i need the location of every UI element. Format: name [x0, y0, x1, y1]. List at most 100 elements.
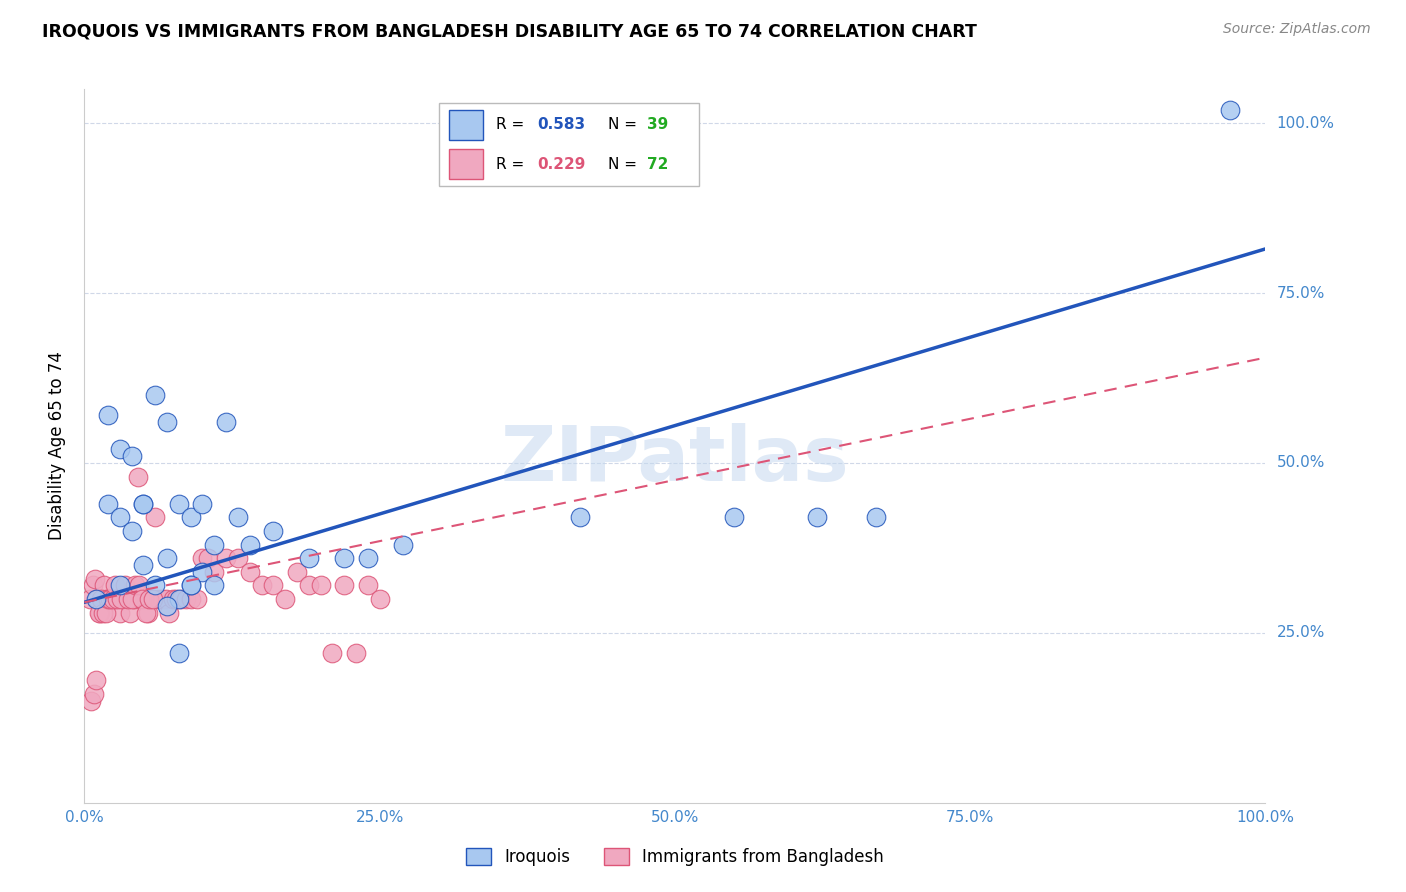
Point: [274, 591, 297, 606]
Point: [191, 551, 214, 566]
Point: [96, 591, 118, 606]
Point: [262, 524, 284, 538]
Point: [180, 510, 202, 524]
Point: [89, 606, 111, 620]
Point: [143, 510, 166, 524]
Point: [167, 646, 190, 660]
Point: [1219, 103, 1241, 117]
Text: 75.0%: 75.0%: [1277, 285, 1324, 301]
Point: [112, 591, 135, 606]
Point: [132, 497, 155, 511]
Point: [344, 646, 367, 660]
Text: 25.0%: 25.0%: [1277, 625, 1324, 640]
Point: [105, 591, 128, 606]
Point: [122, 591, 145, 606]
Point: [108, 442, 131, 457]
Point: [84, 673, 107, 688]
Point: [84, 572, 107, 586]
Point: [865, 510, 887, 524]
Point: [180, 578, 202, 592]
Y-axis label: Disability Age 65 to 74: Disability Age 65 to 74: [48, 351, 66, 541]
Point: [215, 551, 238, 566]
Point: [131, 591, 153, 606]
Point: [202, 578, 225, 592]
Point: [104, 578, 127, 592]
Point: [143, 388, 166, 402]
Point: [120, 606, 142, 620]
Point: [135, 606, 157, 620]
Point: [333, 578, 356, 592]
Point: [166, 591, 188, 606]
Point: [250, 578, 273, 592]
Point: [79, 591, 101, 606]
Point: [202, 537, 225, 551]
Point: [148, 591, 170, 606]
Point: [174, 591, 197, 606]
Point: [239, 537, 262, 551]
Point: [309, 578, 332, 592]
Point: [186, 591, 208, 606]
Point: [157, 606, 180, 620]
Point: [107, 591, 129, 606]
Point: [124, 578, 146, 592]
Point: [368, 591, 391, 606]
Point: [226, 551, 249, 566]
Point: [170, 591, 193, 606]
Text: ZIPatlas: ZIPatlas: [501, 424, 849, 497]
Point: [333, 551, 356, 566]
Point: [86, 591, 108, 606]
Point: [298, 551, 321, 566]
Point: [83, 687, 105, 701]
Text: IROQUOIS VS IMMIGRANTS FROM BANGLADESH DISABILITY AGE 65 TO 74 CORRELATION CHART: IROQUOIS VS IMMIGRANTS FROM BANGLADESH D…: [42, 22, 977, 40]
Point: [114, 578, 136, 592]
Point: [215, 415, 238, 429]
Point: [121, 449, 143, 463]
Point: [239, 565, 262, 579]
Point: [150, 591, 173, 606]
Point: [132, 558, 155, 572]
Point: [127, 469, 149, 483]
Point: [191, 497, 214, 511]
Point: [121, 524, 143, 538]
Point: [121, 591, 143, 606]
Point: [167, 591, 190, 606]
Point: [103, 591, 125, 606]
Point: [98, 591, 121, 606]
Point: [132, 497, 155, 511]
Point: [357, 578, 380, 592]
Point: [569, 510, 592, 524]
Point: [93, 578, 115, 592]
Point: [180, 591, 202, 606]
Point: [101, 591, 124, 606]
Point: [806, 510, 828, 524]
Point: [97, 591, 120, 606]
Point: [142, 591, 165, 606]
Point: [108, 606, 131, 620]
Point: [141, 591, 163, 606]
Point: [143, 578, 166, 592]
Point: [98, 591, 121, 606]
Point: [128, 578, 150, 592]
Point: [82, 578, 104, 592]
Point: [357, 551, 380, 566]
Point: [167, 497, 190, 511]
Point: [226, 510, 249, 524]
Point: [155, 591, 177, 606]
Point: [108, 578, 131, 592]
Text: Source: ZipAtlas.com: Source: ZipAtlas.com: [1223, 22, 1371, 37]
Point: [723, 510, 745, 524]
Point: [191, 565, 214, 579]
Point: [97, 497, 120, 511]
Point: [110, 591, 132, 606]
Point: [202, 565, 225, 579]
Point: [262, 578, 284, 592]
Text: 100.0%: 100.0%: [1277, 116, 1334, 131]
Point: [91, 591, 114, 606]
Point: [321, 646, 343, 660]
Point: [80, 694, 103, 708]
Point: [117, 591, 139, 606]
Point: [156, 551, 179, 566]
Point: [129, 591, 152, 606]
Legend: Iroquois, Immigrants from Bangladesh: Iroquois, Immigrants from Bangladesh: [460, 841, 890, 873]
Point: [136, 606, 159, 620]
